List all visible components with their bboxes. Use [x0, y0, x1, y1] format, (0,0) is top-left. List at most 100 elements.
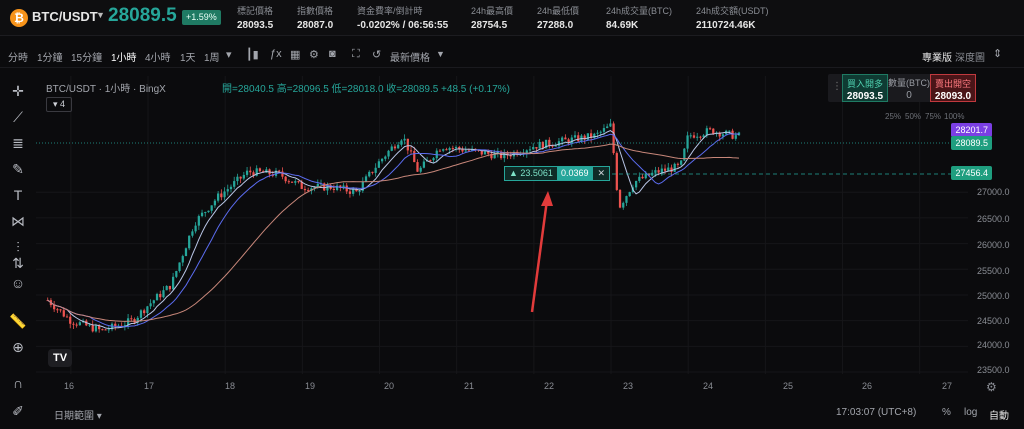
btc-coin-icon: ₿	[10, 9, 28, 27]
stat-value: 28087.0	[297, 20, 334, 31]
candle-body	[348, 191, 352, 194]
auto-scale-button[interactable]: 自動	[989, 411, 1009, 422]
x-tick-label: 18	[225, 381, 236, 391]
chevron-down-icon[interactable]: ▼	[436, 49, 445, 59]
fib-lines-icon[interactable]: ≣	[12, 135, 24, 151]
x-tick-label: 19	[305, 381, 316, 391]
candle-body	[371, 171, 374, 173]
percent-50-button[interactable]: 50%	[905, 112, 922, 121]
close-icon[interactable]: ✕	[592, 167, 609, 180]
candle-body	[380, 158, 384, 162]
tab-timeframe-1h[interactable]: 1小時	[111, 53, 137, 64]
pair-selector[interactable]: BTC/USDT	[32, 9, 98, 24]
percent-25-button[interactable]: 25%	[885, 112, 902, 121]
pro-view-button[interactable]: 專業版	[922, 53, 952, 64]
price-lines	[36, 142, 968, 175]
sell-price: 28093.0	[934, 91, 972, 102]
stat-24h-high: 24h最高價 28754.5	[471, 4, 513, 31]
measure-value: 0.0369	[556, 167, 593, 180]
fullscreen-icon[interactable]: ⛶	[352, 48, 360, 60]
tab-timeframe-1m[interactable]: 1分鐘	[37, 53, 63, 64]
chevron-down-icon[interactable]: ▾	[226, 49, 232, 61]
candle-body	[673, 163, 676, 172]
price-tag-measure-line: 27456.4	[951, 166, 992, 180]
candle-body	[88, 324, 91, 326]
camera-icon[interactable]: ◙	[329, 48, 336, 60]
text-tool-icon[interactable]: T	[13, 187, 23, 203]
percent-100-button[interactable]: 100%	[944, 112, 965, 121]
stat-value: 2110724.46K	[696, 20, 756, 31]
pattern-icon[interactable]: ⋈	[11, 213, 25, 229]
axis-settings-icon[interactable]: ⚙	[986, 380, 997, 394]
log-scale-button[interactable]: log	[964, 407, 978, 418]
y-tick-label: 26500.0	[977, 214, 1010, 224]
quick-trade-widget: ⋮ 買入開多 28093.5 數量(BTC) 0 賣出開空 28093.0	[828, 74, 976, 102]
candle-body	[708, 128, 712, 130]
measure-tool-label[interactable]: ▲ 23.5061 0.0369 ✕	[504, 166, 611, 181]
candle-body	[165, 285, 168, 291]
date-range-select[interactable]: 日期範圍 ▾	[54, 407, 102, 422]
tab-timeframe-1d[interactable]: 1天	[180, 53, 196, 64]
collapse-icon[interactable]: ⇕	[993, 48, 1003, 60]
candle-body	[490, 153, 493, 159]
date-range-label: 日期範圍	[54, 411, 94, 422]
tab-timeframe-15m[interactable]: 15分鐘	[71, 53, 103, 64]
emoji-icon[interactable]: ☺	[10, 275, 26, 291]
arrow-head	[541, 191, 553, 206]
indicator-count-toggle[interactable]: ▾ 4	[46, 97, 72, 112]
ruler-icon[interactable]: 📏	[9, 313, 27, 329]
candle-body	[409, 150, 413, 152]
indicators-icon[interactable]: ƒx	[270, 48, 282, 60]
buy-price: 28093.5	[846, 91, 884, 102]
sell-short-button[interactable]: 賣出開空 28093.0	[930, 74, 976, 102]
candle-body	[284, 176, 287, 182]
y-tick-label: 24500.0	[977, 316, 1010, 326]
price-type-select[interactable]: 最新價格	[390, 53, 430, 64]
zoom-in-icon[interactable]: ⊕	[12, 339, 24, 355]
x-tick-label: 23	[623, 381, 634, 391]
candle-body	[480, 150, 483, 155]
tab-timeframe-line[interactable]: 分時	[8, 53, 28, 64]
candle-body	[72, 323, 75, 325]
quantity-field[interactable]: 數量(BTC) 0	[888, 74, 930, 102]
sell-short-label: 賣出開空	[934, 79, 971, 89]
prediction-icon[interactable]: ⫶	[16, 239, 20, 255]
magnet-icon[interactable]: ∩	[12, 375, 24, 391]
candlestick-type-icon[interactable]: ┃▮	[246, 49, 259, 61]
trendline-icon[interactable]: ⟋	[13, 109, 23, 125]
measure-delta: ▲ 23.5061	[509, 168, 553, 178]
clock-timezone[interactable]: 17:03:07 (UTC+8)	[836, 407, 917, 418]
lock-drawings-icon[interactable]: ✐	[12, 403, 24, 419]
candle-body	[660, 168, 663, 173]
measure-icon[interactable]: ⇅	[12, 255, 24, 271]
chart-toolbar: 分時 1分鐘 15分鐘 1小時 4小時 1天 1周 ▾ ┃▮ ƒx ▦ ⚙ ◙ …	[0, 44, 1024, 68]
undo-icon[interactable]: ↺	[372, 49, 382, 61]
brush-icon[interactable]: ✎	[12, 161, 24, 177]
x-tick-label: 26	[862, 381, 873, 391]
depth-chart-button[interactable]: 深度圖	[955, 53, 985, 64]
candle-body	[69, 316, 72, 324]
candle-body	[564, 137, 567, 140]
candle-body	[175, 271, 178, 277]
layout-icon[interactable]: ▦	[290, 49, 301, 61]
settings-icon[interactable]: ⚙	[309, 49, 319, 61]
x-tick-label: 21	[464, 381, 475, 391]
percent-scale-button[interactable]: %	[942, 407, 951, 418]
candle-body	[554, 145, 557, 147]
buy-long-button[interactable]: 買入開多 28093.5	[842, 74, 888, 102]
candle-body	[207, 210, 210, 213]
candle-body	[541, 141, 544, 149]
candle-body	[242, 174, 245, 179]
buy-long-label: 買入開多	[846, 79, 883, 89]
tab-timeframe-1w[interactable]: 1周	[204, 53, 220, 64]
percent-75-button[interactable]: 75%	[925, 112, 942, 121]
crosshair-icon[interactable]: ✛	[12, 83, 24, 99]
chevron-down-icon[interactable]: ▼	[96, 10, 105, 20]
drag-handle-icon[interactable]: ⋮	[832, 81, 842, 92]
candle-body	[641, 176, 644, 179]
tab-timeframe-4h[interactable]: 4小時	[145, 53, 171, 64]
candle-body	[62, 310, 65, 317]
candle-body	[368, 171, 371, 177]
stat-24h-low: 24h最低價 27288.0	[537, 4, 579, 31]
